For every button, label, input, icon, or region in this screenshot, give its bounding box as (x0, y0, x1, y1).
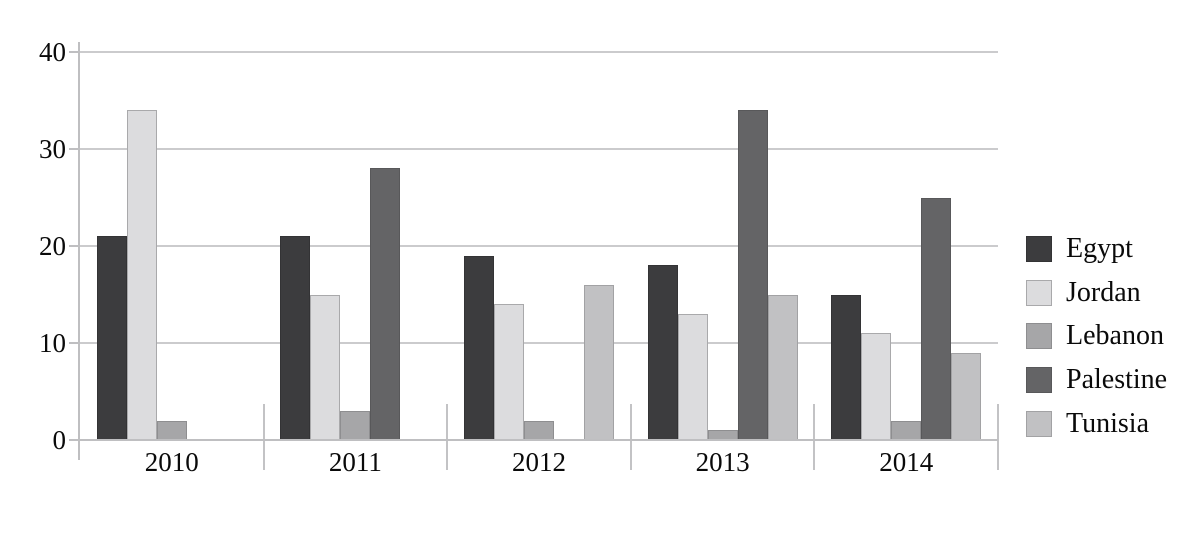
group-separator (446, 404, 449, 470)
bar-jordan-2014 (861, 333, 892, 440)
bar-lebanon-2011 (340, 410, 371, 440)
y-axis-tick (69, 342, 78, 344)
gridline (80, 148, 998, 150)
legend-label: Egypt (1066, 233, 1133, 264)
bar-tunisia-2014 (951, 352, 982, 440)
legend-item-lebanon: Lebanon (1026, 320, 1167, 352)
bar-jordan-2013 (677, 313, 708, 440)
bar-egypt-2011 (280, 236, 311, 440)
legend-swatch-palestine (1026, 367, 1052, 394)
bar-lebanon-2014 (891, 420, 922, 440)
y-axis-tick-label: 40 (39, 37, 66, 67)
legend-label: Tunisia (1066, 407, 1150, 439)
x-axis-category-label: 2010 (144, 447, 199, 477)
bar-jordan-2012 (494, 304, 524, 440)
legend-swatch-jordan (1026, 279, 1052, 306)
legend-label: Lebanon (1066, 320, 1164, 352)
bar-lebanon-2012 (524, 420, 554, 440)
gridline (80, 342, 998, 344)
legend-item-jordan: Jordan (1026, 276, 1167, 308)
x-axis-category-label: 2013 (695, 447, 750, 477)
bar-palestine-2011 (370, 168, 401, 440)
y-axis-tick (69, 51, 78, 53)
bar-egypt-2010 (96, 236, 127, 440)
legend-label: Jordan (1066, 276, 1141, 308)
legend-label: Palestine (1066, 364, 1168, 396)
gridline (80, 51, 998, 53)
bar-tunisia-2013 (767, 294, 798, 440)
bar-egypt-2014 (831, 294, 862, 440)
bar-palestine-2013 (737, 110, 768, 440)
bar-egypt-2012 (464, 255, 494, 440)
y-axis-tick-label: 20 (39, 231, 66, 261)
gridline (80, 245, 998, 247)
group-separator (813, 404, 816, 470)
chart-legend: Egypt Jordan Lebanon Palestine Tunisia (1026, 233, 1168, 439)
y-axis-tick-label: 30 (39, 134, 66, 164)
bar-jordan-2011 (310, 294, 341, 440)
x-axis-line (80, 439, 998, 441)
group-separator (997, 404, 999, 470)
y-axis-tick (69, 439, 78, 441)
group-separator (262, 404, 265, 470)
y-axis-tick-label: 10 (39, 328, 66, 358)
group-separator (629, 404, 632, 470)
bar-egypt-2013 (647, 265, 678, 440)
bar-palestine-2014 (921, 197, 952, 440)
y-axis-tick (69, 245, 78, 247)
legend-swatch-lebanon (1026, 323, 1052, 350)
x-axis-category-label: 2014 (879, 447, 934, 477)
y-axis-tick (69, 148, 78, 150)
legend-swatch-egypt (1026, 236, 1052, 262)
y-axis-tick-label: 0 (52, 425, 67, 455)
legend-swatch-tunisia (1026, 410, 1052, 437)
x-axis-category-label: 2012 (512, 447, 566, 477)
x-axis-category-label: 2011 (328, 447, 382, 477)
legend-item-tunisia: Tunisia (1026, 407, 1167, 439)
legend-item-palestine: Palestine (1026, 364, 1168, 396)
bar-tunisia-2012 (584, 284, 614, 440)
bar-jordan-2010 (126, 110, 157, 440)
y-axis-line (78, 42, 80, 460)
bar-lebanon-2010 (156, 420, 187, 440)
legend-item-egypt: Egypt (1026, 233, 1167, 264)
